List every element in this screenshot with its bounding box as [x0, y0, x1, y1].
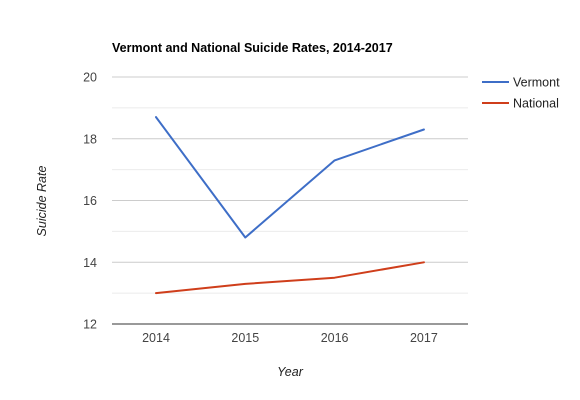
y-tick-label: 20: [83, 71, 97, 85]
series-line-vermont: [155, 116, 425, 239]
y-axis-label: Suicide Rate: [35, 166, 49, 237]
legend-label-national: National: [513, 97, 559, 111]
legend: Vermont National: [482, 76, 560, 111]
grid: [112, 76, 468, 294]
y-tick-label: 16: [83, 194, 97, 208]
legend-label-vermont: Vermont: [513, 76, 560, 90]
y-tick-label: 18: [83, 132, 97, 146]
series-lines: [155, 116, 425, 295]
x-tick-label: 2016: [321, 331, 349, 345]
y-axis-ticks: 12 14 16 18 20: [83, 71, 97, 332]
x-tick-label: 2017: [410, 331, 438, 345]
chart-title: Vermont and National Suicide Rates, 2014…: [112, 41, 393, 55]
series-line-national: [155, 261, 425, 295]
y-tick-label: 12: [83, 318, 97, 332]
x-axis-label: Year: [277, 365, 304, 379]
x-tick-label: 2014: [142, 331, 170, 345]
x-axis-ticks: 2014 2015 2016 2017: [142, 331, 438, 345]
x-tick-label: 2015: [231, 331, 259, 345]
y-tick-label: 14: [83, 256, 97, 270]
